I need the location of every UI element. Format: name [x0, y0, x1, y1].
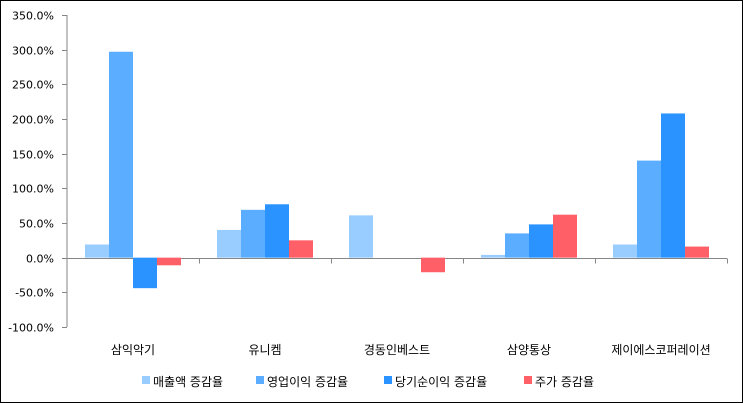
y-tick-label: 300.0% — [12, 45, 54, 58]
y-tick-label: 350.0% — [12, 10, 54, 23]
bar-1-4 — [481, 254, 505, 258]
x-category-label: 삼익악기 — [111, 343, 155, 357]
x-category-label: 유니켐 — [248, 343, 281, 357]
legend-swatch — [384, 376, 392, 384]
legend-label: 당기순이익 증감율 — [395, 375, 487, 389]
bar-2-1 — [109, 51, 133, 258]
bar-2-4 — [505, 233, 529, 258]
bar-4-5 — [685, 246, 709, 258]
bar-1-3 — [349, 215, 373, 258]
bar-3-5 — [661, 113, 685, 258]
bar-1-2 — [217, 229, 241, 258]
legend-swatch — [256, 376, 264, 384]
bar-2-5 — [637, 160, 661, 258]
bar-4-1 — [157, 257, 181, 266]
legend-swatch — [524, 376, 532, 384]
bar-3-4 — [529, 224, 553, 258]
x-category-label: 삼양통상 — [507, 343, 551, 357]
bar-1-5 — [613, 244, 637, 258]
x-category-label: 경동인베스트 — [364, 343, 430, 357]
bar-4-2 — [289, 240, 313, 258]
x-category-label: 제이에스코퍼레이션 — [611, 343, 710, 357]
legend-label: 주가 증감율 — [535, 375, 594, 389]
y-tick-label: 100.0% — [12, 183, 54, 196]
bar-3-2 — [265, 204, 289, 258]
y-tick-label: -100.0% — [8, 322, 54, 335]
y-tick-label: -50.0% — [15, 287, 54, 300]
y-tick-label: 200.0% — [12, 114, 54, 127]
legend-label: 영업이익 증감율 — [267, 375, 348, 389]
bar-1-1 — [85, 244, 109, 258]
y-tick-label: 250.0% — [12, 79, 54, 92]
bar-4-4 — [553, 214, 577, 258]
bar-4-3 — [421, 257, 445, 273]
y-tick-label: 0.0% — [26, 253, 54, 266]
bar-2-2 — [241, 209, 265, 258]
y-tick-label: 150.0% — [12, 149, 54, 162]
bar-3-1 — [133, 257, 157, 289]
legend-swatch — [142, 376, 150, 384]
legend-label: 매출액 증감율 — [153, 375, 223, 389]
y-tick-label: 50.0% — [19, 218, 54, 231]
